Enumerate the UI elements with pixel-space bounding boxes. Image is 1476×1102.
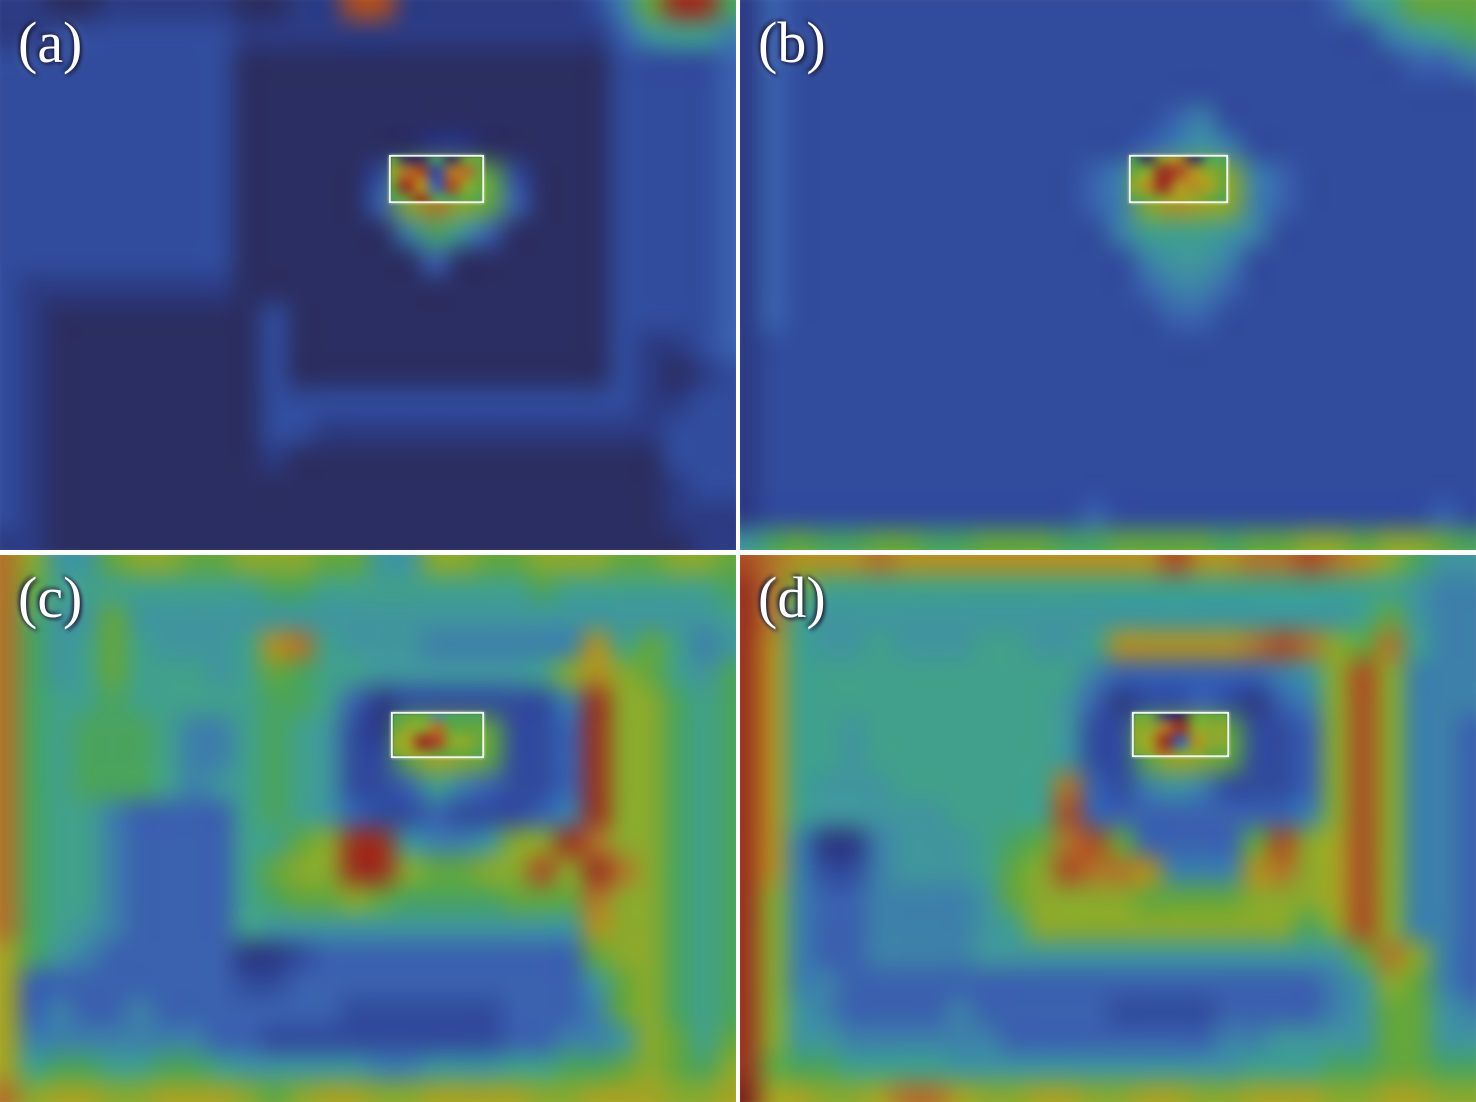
heatmap-canvas-b	[740, 0, 1476, 550]
roi-box-c	[391, 712, 484, 758]
roi-heatmap-b	[1131, 157, 1226, 201]
panel-label-a: (a)	[18, 10, 83, 75]
roi-box-a	[389, 155, 484, 203]
roi-heatmap-a	[391, 157, 482, 201]
roi-box-d	[1132, 712, 1229, 757]
panel-b: (b)	[740, 0, 1476, 550]
panel-label-c: (c)	[18, 565, 83, 630]
heatmap-canvas-d	[740, 555, 1476, 1102]
panel-d: (d)	[740, 555, 1476, 1102]
panel-c: (c)	[0, 555, 736, 1102]
heatmap-canvas-c	[0, 555, 736, 1102]
panel-label-b: (b)	[758, 10, 826, 75]
roi-box-b	[1129, 155, 1228, 203]
panel-a: (a)	[0, 0, 736, 550]
roi-heatmap-c	[393, 714, 482, 756]
panel-label-d: (d)	[758, 565, 826, 630]
heatmap-canvas-a	[0, 0, 736, 550]
roi-heatmap-d	[1134, 714, 1227, 755]
